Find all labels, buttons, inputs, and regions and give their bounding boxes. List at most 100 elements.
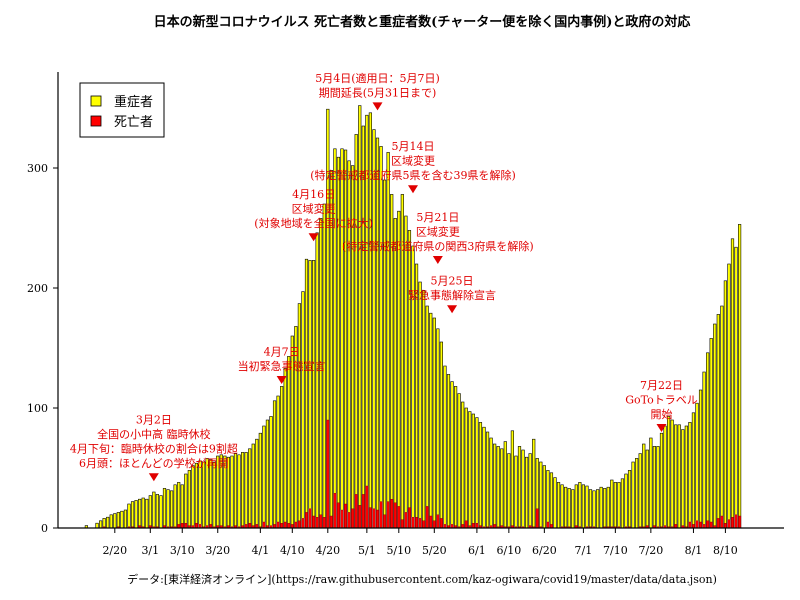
severe-bar bbox=[414, 263, 419, 529]
severe-bar bbox=[691, 412, 696, 529]
x-tick-label: 7/10 bbox=[603, 544, 628, 557]
x-tick-label: 6/1 bbox=[468, 544, 486, 557]
death-bar bbox=[276, 521, 280, 529]
annotation-marker bbox=[447, 305, 458, 314]
severe-bar bbox=[670, 419, 674, 529]
x-tick-label: 4/10 bbox=[280, 544, 305, 557]
severe-bar bbox=[553, 477, 557, 529]
x-tick-label: 4/1 bbox=[251, 544, 269, 557]
severe-bar bbox=[269, 416, 273, 529]
death-bar bbox=[738, 515, 742, 529]
death-bar bbox=[535, 508, 539, 529]
severe-bar bbox=[201, 461, 206, 529]
x-tick-label: 7/20 bbox=[638, 544, 663, 557]
severe-bar bbox=[180, 484, 184, 529]
severe-bar bbox=[649, 437, 653, 529]
death-bar bbox=[436, 514, 440, 529]
severe-bar bbox=[241, 452, 245, 529]
death-bar bbox=[716, 518, 720, 529]
severe-bar bbox=[280, 386, 284, 529]
severe-bar bbox=[230, 455, 234, 529]
death-bar bbox=[368, 507, 372, 529]
severe-bar bbox=[130, 501, 135, 529]
x-tick-label: 8/10 bbox=[713, 544, 738, 557]
severe-bar bbox=[432, 317, 436, 529]
severe-bar bbox=[713, 323, 717, 529]
severe-bar bbox=[194, 462, 199, 529]
death-bar bbox=[432, 520, 436, 529]
death-bar bbox=[351, 508, 355, 529]
severe-bar bbox=[382, 179, 387, 529]
death-bar bbox=[354, 494, 358, 529]
severe-bar bbox=[663, 425, 667, 529]
severe-bar bbox=[170, 490, 174, 529]
death-bar bbox=[344, 503, 348, 529]
severe-bar bbox=[734, 246, 738, 529]
severe-bar bbox=[631, 461, 635, 529]
severe-bar bbox=[319, 218, 323, 529]
severe-bar bbox=[397, 210, 401, 529]
death-bar bbox=[376, 509, 380, 529]
annotation-text: 4月下旬：臨時休校の割合は9割超 bbox=[70, 442, 238, 456]
severe-bar bbox=[716, 314, 720, 529]
severe-bar bbox=[493, 443, 497, 529]
annotation-text: 4月16日 bbox=[292, 188, 335, 201]
death-bar bbox=[471, 523, 475, 529]
severe-bar bbox=[106, 516, 110, 529]
annotation-marker bbox=[432, 256, 443, 264]
x-tick-label: 3/10 bbox=[170, 544, 195, 557]
severe-bar bbox=[578, 482, 582, 529]
death-bar bbox=[400, 519, 404, 529]
legend-label-severe: 重症者 bbox=[114, 94, 153, 110]
severe-bar bbox=[127, 503, 131, 529]
severe-bar bbox=[102, 518, 106, 529]
death-bar bbox=[418, 518, 422, 529]
annotation-text: 全国の小中高 臨時休校 bbox=[97, 427, 211, 441]
severe-bar bbox=[436, 328, 440, 529]
severe-bar bbox=[425, 305, 429, 529]
severe-bar bbox=[706, 352, 710, 529]
severe-bar bbox=[595, 489, 600, 529]
severe-bar bbox=[521, 449, 525, 529]
severe-bar bbox=[645, 449, 649, 529]
severe-bar bbox=[514, 455, 518, 529]
severe-bar bbox=[308, 260, 312, 529]
severe-bar bbox=[517, 446, 522, 529]
death-bar bbox=[425, 506, 429, 529]
y-tick-label: 100 bbox=[27, 402, 48, 415]
severe-bar bbox=[233, 453, 238, 529]
severe-bar bbox=[471, 413, 475, 529]
severe-bar bbox=[162, 488, 167, 529]
annotation-text: GoToトラベル bbox=[625, 394, 698, 407]
severe-bar bbox=[617, 482, 621, 529]
death-bar bbox=[699, 521, 703, 529]
severe-bar bbox=[681, 429, 685, 529]
death-bar bbox=[287, 523, 291, 529]
death-bar bbox=[415, 517, 419, 529]
severe-bar bbox=[446, 374, 451, 529]
severe-bar bbox=[688, 422, 692, 529]
death-bar bbox=[248, 523, 252, 529]
severe-bar bbox=[272, 400, 277, 529]
death-bar bbox=[365, 485, 369, 529]
severe-bar bbox=[588, 489, 593, 529]
severe-bar bbox=[627, 470, 632, 529]
severe-bar bbox=[457, 393, 461, 529]
severe-bar bbox=[546, 470, 550, 529]
x-tick-label: 2/20 bbox=[102, 544, 127, 557]
death-bar bbox=[727, 519, 731, 529]
death-bar bbox=[329, 515, 333, 529]
severe-bar bbox=[343, 149, 348, 529]
annotation-marker bbox=[372, 102, 383, 111]
severe-bar bbox=[475, 417, 479, 529]
severe-bar bbox=[422, 290, 426, 529]
legend-swatch-death bbox=[90, 115, 102, 127]
severe-bar bbox=[606, 486, 610, 529]
death-bar bbox=[720, 515, 724, 529]
annotation-text: 5月25日 bbox=[431, 275, 474, 288]
severe-bar bbox=[677, 424, 681, 529]
severe-bar bbox=[727, 263, 731, 529]
severe-bar bbox=[549, 472, 554, 529]
severe-bar bbox=[666, 416, 671, 529]
